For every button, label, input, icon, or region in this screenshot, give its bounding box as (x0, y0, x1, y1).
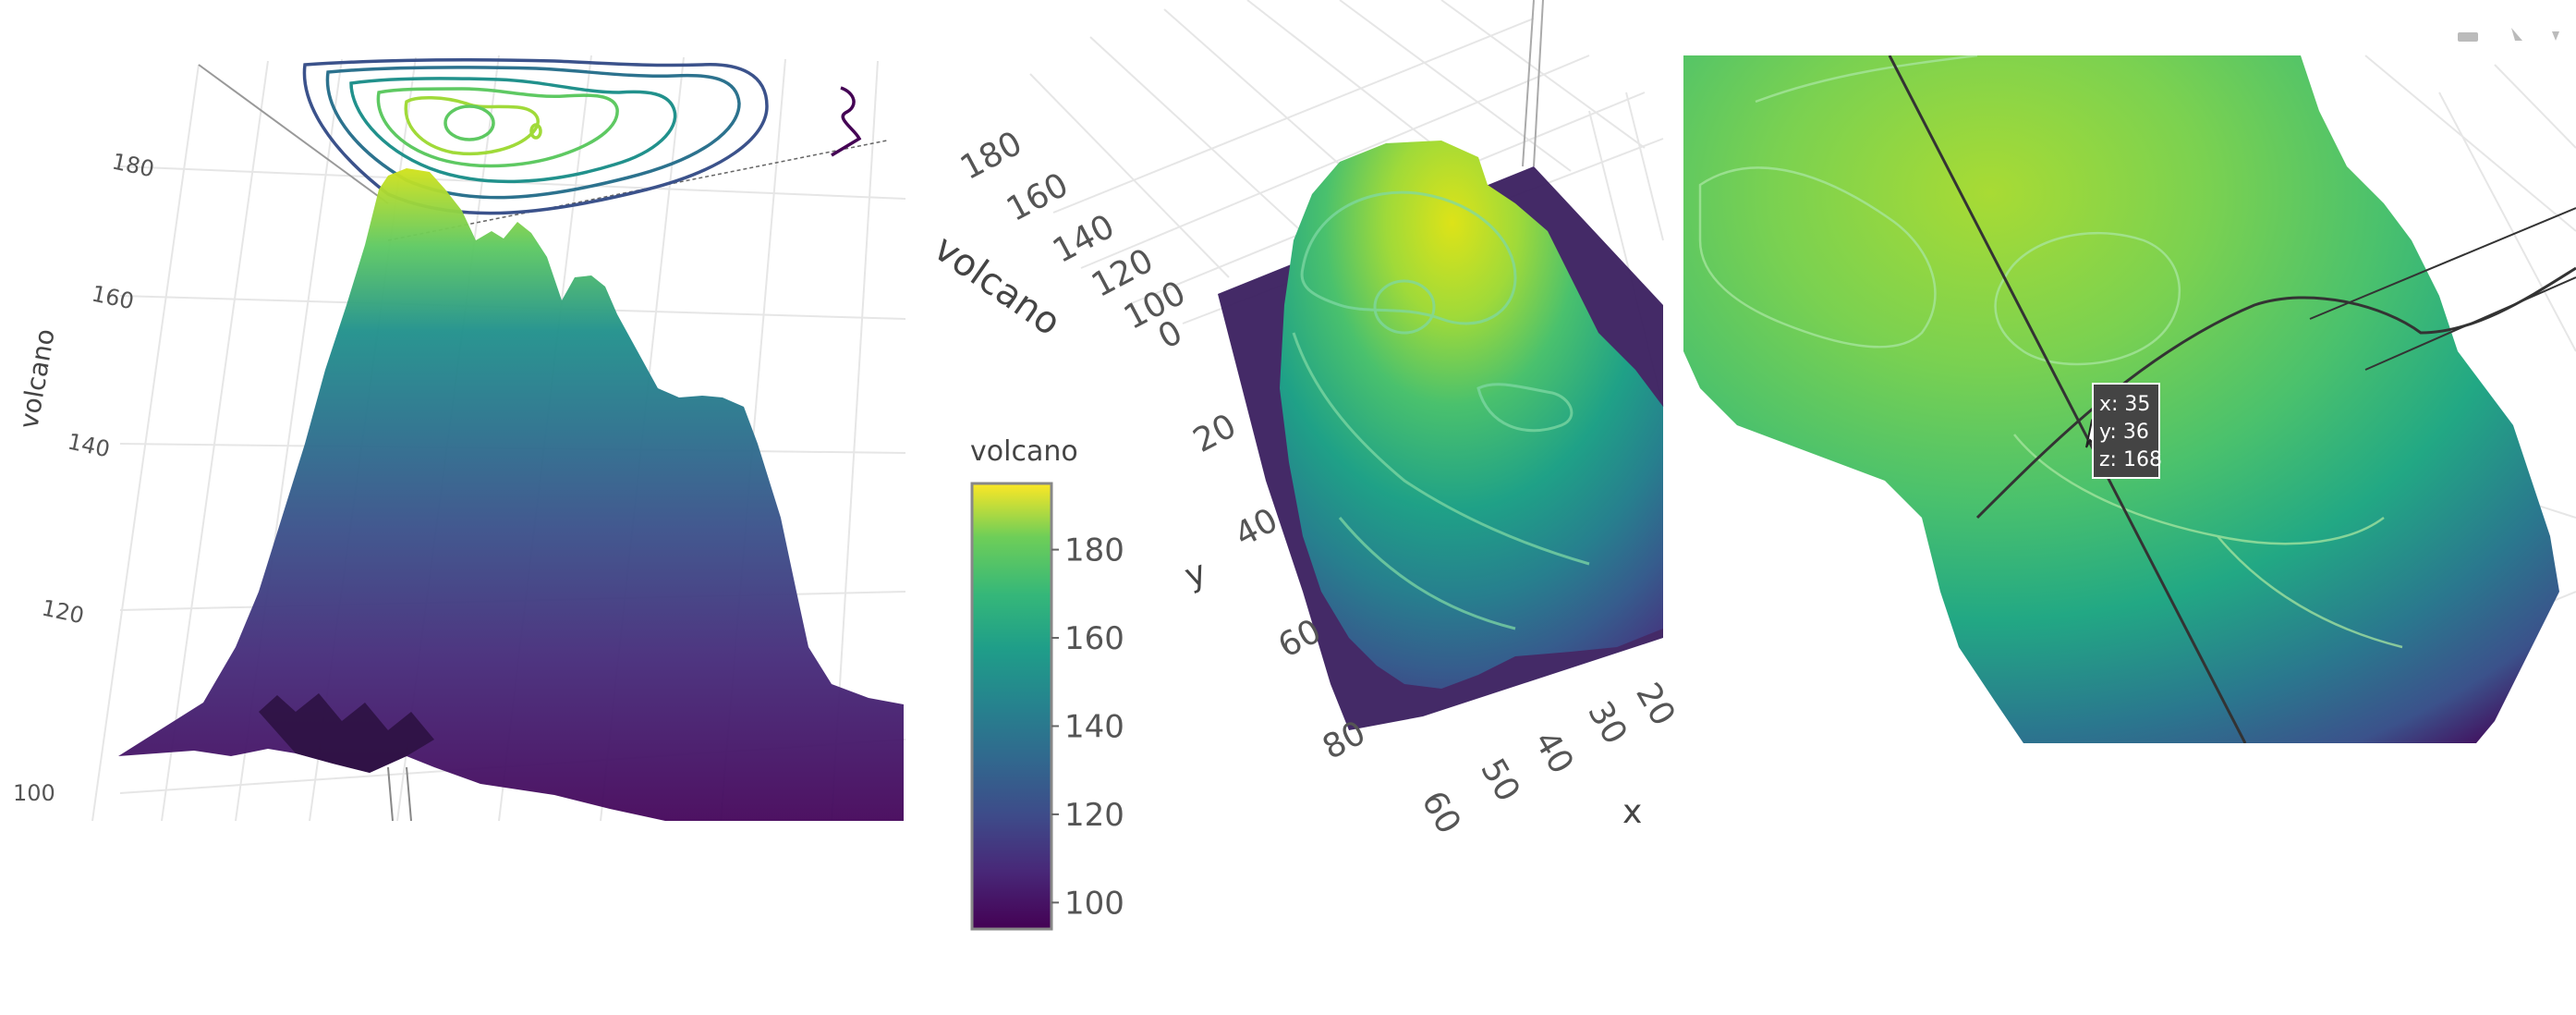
surface-shadow-left (259, 693, 434, 773)
surface-contours-right (1698, 55, 2403, 649)
middle-yaxis-tick-label: 20 (1187, 407, 1243, 460)
middle-zaxis-title: volcano (926, 227, 1068, 345)
colorbar-ticks: 100 120 140 160 180 (1051, 532, 1124, 922)
tooltip-y: y: 36 (2099, 421, 2149, 444)
tooltip-z: z: 168 (2099, 448, 2162, 471)
left-zaxis-tick-label: 120 (40, 594, 87, 629)
colorbar-tick-label: 180 (1064, 532, 1124, 569)
axis-line-right-4 (2364, 276, 2576, 371)
hover-tooltip: x: 35 y: 36 z: 168 (2092, 383, 2162, 479)
middle-xaxis-tick-label: 40 (1526, 725, 1580, 780)
middle-xaxis-tick-label: 60 (1414, 785, 1467, 840)
colorbar-tick-label: 160 (1064, 620, 1124, 657)
middle-zaxis-tick-label: 160 (1001, 165, 1075, 228)
middle-xaxis-title: x (1622, 793, 1642, 831)
surface-middle (1280, 141, 1663, 689)
middle-xaxis-tick-label: 20 (1628, 677, 1682, 732)
surface-contours-middle (1292, 190, 1590, 630)
middle-zaxis-tick-label: 180 (954, 124, 1028, 187)
left-zaxis-title: volcano (13, 326, 60, 431)
axis-line-right-2 (1975, 266, 2576, 520)
middle-yaxis-title: y (1180, 554, 1211, 596)
camera-icon[interactable] (2458, 32, 2478, 42)
colorbar-gradient (970, 482, 1053, 931)
zoom-icon[interactable] (2511, 28, 2522, 41)
axis-line-right-3 (2309, 207, 2576, 320)
middle-xaxis-tick-label: 50 (1473, 752, 1526, 808)
panel-left[interactable] (91, 55, 906, 822)
tooltip-box (2092, 383, 2160, 479)
modebar[interactable] (2458, 28, 2559, 42)
axis-edge-middle (1522, 0, 1535, 167)
axis-line-bottom-left-2 (406, 766, 412, 822)
middle-xaxis-tick-label: 30 (1580, 695, 1634, 751)
panel-right[interactable]: x: 35 y: 36 z: 168 (1683, 28, 2576, 743)
middle-zaxis-tick-label: 0 (1152, 313, 1188, 357)
left-zaxis-tick-label: 140 (66, 428, 113, 462)
tooltip-x: x: 35 (2099, 393, 2150, 416)
left-zaxis-tick-label: 100 (13, 780, 55, 806)
surface-left (118, 168, 904, 821)
axis-line-left (198, 64, 389, 204)
panel-middle[interactable] (1029, 0, 1664, 730)
colorbar-tick-label: 140 (1064, 708, 1124, 745)
left-zaxis-tick-label: 160 (90, 280, 137, 314)
colorbar-title: volcano (970, 435, 1078, 468)
download-icon[interactable] (2552, 31, 2559, 41)
colorbar-tick-label: 100 (1064, 885, 1124, 922)
left-zaxis-tick-label: 180 (110, 148, 157, 182)
colorbar: volcano 100 120 140 160 180 (970, 435, 1124, 931)
left-zaxis-ticks: 100 120 140 160 180 (13, 148, 156, 806)
colorbar-tick-label: 120 (1064, 797, 1124, 834)
axis-line-bottom-left (387, 766, 394, 822)
axis-line-right-1 (1888, 55, 2247, 743)
axis-edge-middle-2 (1533, 0, 1544, 167)
